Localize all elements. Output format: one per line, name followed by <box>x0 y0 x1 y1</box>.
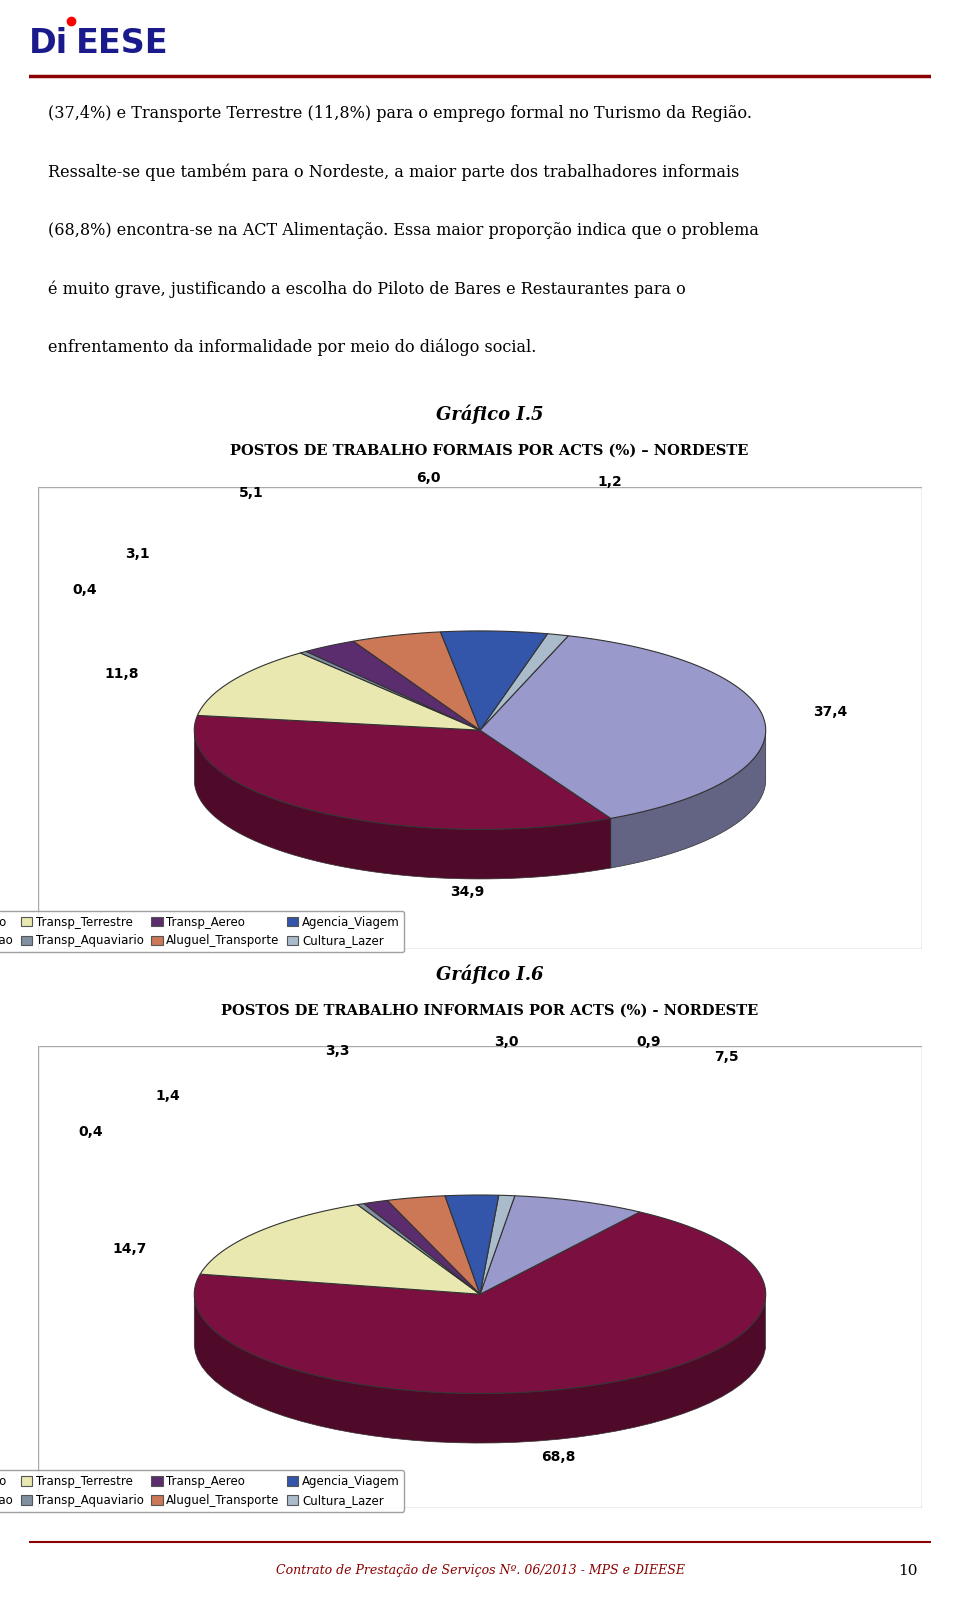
Text: 37,4: 37,4 <box>813 706 848 719</box>
Polygon shape <box>480 730 611 868</box>
Text: 1,4: 1,4 <box>156 1088 180 1103</box>
Polygon shape <box>480 634 568 730</box>
Text: 0,4: 0,4 <box>73 584 98 597</box>
Polygon shape <box>480 1195 515 1294</box>
Text: POSTOS DE TRABALHO INFORMAIS POR ACTS (%) - NORDESTE: POSTOS DE TRABALHO INFORMAIS POR ACTS (%… <box>221 1004 758 1017</box>
Polygon shape <box>353 633 480 730</box>
Polygon shape <box>445 1195 499 1294</box>
Text: EESE: EESE <box>76 28 169 60</box>
Text: Contrato de Prestação de Serviços Nº. 06/2013 - MPS e DIEESE: Contrato de Prestação de Serviços Nº. 06… <box>276 1564 684 1578</box>
FancyBboxPatch shape <box>38 1046 922 1508</box>
Text: 3,3: 3,3 <box>324 1043 349 1058</box>
Text: 3,0: 3,0 <box>493 1035 518 1049</box>
Polygon shape <box>387 1195 480 1294</box>
Polygon shape <box>357 1204 480 1294</box>
Text: Gráfico I.6: Gráfico I.6 <box>436 963 543 983</box>
Polygon shape <box>198 654 480 730</box>
Polygon shape <box>480 730 611 868</box>
Polygon shape <box>364 1200 480 1294</box>
Text: 0,9: 0,9 <box>636 1035 661 1049</box>
Text: enfrentamento da informalidade por meio do diálogo social.: enfrentamento da informalidade por meio … <box>48 339 537 357</box>
Polygon shape <box>441 631 547 730</box>
Polygon shape <box>194 1212 766 1393</box>
Polygon shape <box>611 732 766 868</box>
Text: 7,5: 7,5 <box>714 1051 739 1064</box>
Polygon shape <box>195 733 611 879</box>
Polygon shape <box>300 652 480 730</box>
Text: 3,1: 3,1 <box>125 547 150 561</box>
Text: POSTOS DE TRABALHO FORMAIS POR ACTS (%) – NORDESTE: POSTOS DE TRABALHO FORMAIS POR ACTS (%) … <box>230 444 749 457</box>
Text: (37,4%) e Transporte Terrestre (11,8%) para o emprego formal no Turismo da Regiã: (37,4%) e Transporte Terrestre (11,8%) p… <box>48 104 752 122</box>
Text: 10: 10 <box>899 1564 918 1578</box>
Polygon shape <box>306 641 480 730</box>
Text: (68,8%) encontra-se na ACT Alimentação. Essa maior proporção indica que o proble: (68,8%) encontra-se na ACT Alimentação. … <box>48 222 758 238</box>
Polygon shape <box>480 636 766 819</box>
Legend: Alojamento, Alimentacao, Transp_Terrestre, Transp_Aquaviario, Transp_Aereo, Alug: Alojamento, Alimentacao, Transp_Terrestr… <box>0 912 404 952</box>
Text: 5,1: 5,1 <box>239 487 264 500</box>
Text: é muito grave, justificando a escolha do Piloto de Bares e Restaurantes para o: é muito grave, justificando a escolha do… <box>48 281 685 298</box>
Text: 68,8: 68,8 <box>540 1450 575 1463</box>
Text: 14,7: 14,7 <box>112 1242 147 1255</box>
Text: Gráfico I.5: Gráfico I.5 <box>436 404 543 423</box>
Text: 34,9: 34,9 <box>450 886 484 900</box>
FancyBboxPatch shape <box>38 487 922 949</box>
Text: Di: Di <box>29 28 68 60</box>
Text: 11,8: 11,8 <box>105 667 139 681</box>
Polygon shape <box>201 1205 480 1294</box>
Polygon shape <box>194 1296 765 1444</box>
Legend: Alojamento, Alimentacao, Transp_Terrestre, Transp_Aquaviario, Transp_Aereo, Alug: Alojamento, Alimentacao, Transp_Terrestr… <box>0 1471 404 1512</box>
Text: 6,0: 6,0 <box>416 470 441 485</box>
Text: 0,4: 0,4 <box>78 1126 103 1139</box>
Polygon shape <box>480 1195 639 1294</box>
Polygon shape <box>194 715 611 829</box>
Text: 1,2: 1,2 <box>597 475 622 490</box>
Text: Ressalte-se que também para o Nordeste, a maior parte dos trabalhadores informai: Ressalte-se que também para o Nordeste, … <box>48 164 739 180</box>
